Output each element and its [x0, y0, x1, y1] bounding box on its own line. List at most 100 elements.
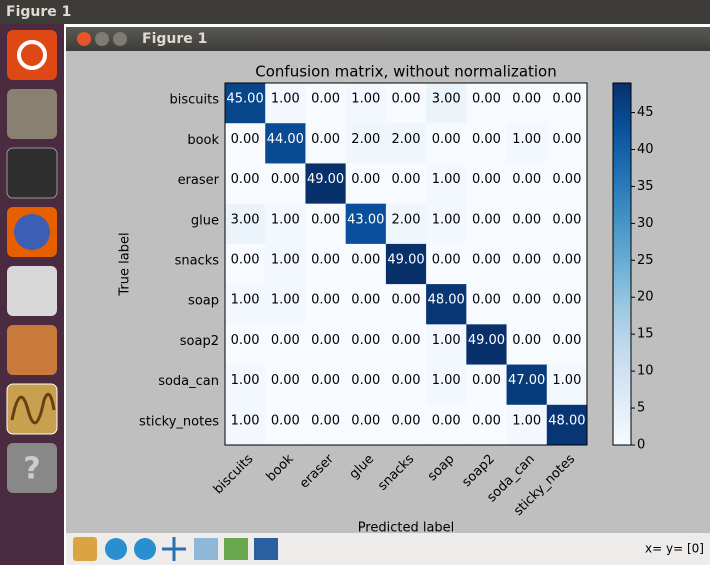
- cell: [506, 364, 548, 406]
- cell-label: 49.00: [468, 333, 505, 348]
- cell: [385, 163, 427, 205]
- cell: [385, 123, 427, 164]
- files-icon[interactable]: [7, 89, 57, 139]
- cell: [426, 83, 467, 124]
- cell-label: 0.00: [231, 333, 260, 348]
- launcher-icons[interactable]: ?: [6, 30, 58, 493]
- cell: [225, 404, 266, 446]
- cell: [546, 123, 588, 164]
- cell-label: 0.00: [351, 293, 380, 308]
- cell-label: 1.00: [271, 92, 300, 107]
- forward-button[interactable]: [134, 538, 156, 560]
- cell: [385, 243, 427, 285]
- cell: [225, 364, 266, 406]
- terminal-icon[interactable]: [6, 147, 58, 199]
- cell: [466, 203, 508, 245]
- cell-label: 44.00: [267, 132, 304, 147]
- cell-label: 0.00: [552, 132, 581, 147]
- cell: [546, 203, 588, 245]
- editor-icon[interactable]: [7, 266, 57, 316]
- cell: [305, 243, 347, 285]
- cell: [305, 123, 347, 164]
- cell-label: 1.00: [271, 212, 300, 227]
- cell-label: 0.00: [472, 252, 501, 267]
- cell-label: 1.00: [432, 212, 461, 227]
- cell-label: 1.00: [432, 333, 461, 348]
- cell: [426, 284, 467, 325]
- cell-label: 0.00: [552, 172, 581, 187]
- subplots-button[interactable]: [224, 538, 248, 560]
- y-tick-label: book: [187, 133, 219, 148]
- cell-label: 0.00: [432, 413, 461, 428]
- close-button[interactable]: [77, 32, 91, 46]
- cell-label: 1.00: [271, 293, 300, 308]
- cell: [546, 404, 588, 446]
- cell: [305, 83, 347, 124]
- cell: [466, 284, 508, 325]
- chart-title: Confusion matrix, without normalization: [255, 63, 557, 81]
- cell-label: 0.00: [512, 172, 541, 187]
- cell: [265, 83, 306, 124]
- zoom-button[interactable]: [194, 538, 218, 560]
- cell-label: 0.00: [472, 212, 501, 227]
- cell-label: 49.00: [307, 172, 344, 187]
- cell-label: 0.00: [472, 132, 501, 147]
- cell-label: 0.00: [311, 373, 340, 388]
- cell-label: 0.00: [231, 172, 260, 187]
- cell: [265, 364, 306, 406]
- cell-label: 43.00: [347, 212, 384, 227]
- cell-label: 0.00: [552, 333, 581, 348]
- cell-label: 0.00: [512, 212, 541, 227]
- home-button[interactable]: [73, 537, 97, 561]
- box-icon[interactable]: [7, 325, 57, 375]
- cell-label: 0.00: [552, 92, 581, 107]
- cell-label: 2.00: [351, 132, 380, 147]
- maximize-button[interactable]: [113, 32, 127, 46]
- cell: [426, 404, 467, 446]
- cell-label: 0.00: [552, 293, 581, 308]
- cell-label: 0.00: [472, 92, 501, 107]
- top-bar-title: Figure 1: [6, 4, 71, 20]
- cell-label: 0.00: [311, 293, 340, 308]
- back-button[interactable]: [105, 538, 127, 560]
- cell-label: 0.00: [392, 373, 421, 388]
- help-icon[interactable]: [7, 443, 57, 493]
- cell: [466, 123, 508, 164]
- pan-button[interactable]: [162, 537, 186, 561]
- cell-label: 0.00: [472, 373, 501, 388]
- cell: [345, 243, 387, 285]
- axes-frame: [224, 82, 588, 446]
- cell-label: 48.00: [548, 413, 585, 428]
- cell: [426, 243, 467, 285]
- cell: [225, 284, 266, 325]
- minimize-button[interactable]: [95, 32, 109, 46]
- cell: [466, 163, 508, 205]
- cell: [506, 404, 548, 446]
- cell: [345, 404, 387, 446]
- cell: [265, 284, 306, 325]
- toolbar-buttons[interactable]: [73, 537, 278, 561]
- ubuntu-logo: [17, 40, 47, 70]
- cell-label: 0.00: [271, 172, 300, 187]
- cell: [506, 324, 548, 366]
- cell-label: 0.00: [231, 252, 260, 267]
- cell-label: 0.00: [392, 333, 421, 348]
- cell: [506, 243, 548, 285]
- cell-label: 0.00: [351, 252, 380, 267]
- cell-label: 1.00: [552, 373, 581, 388]
- cell-label: 0.00: [512, 293, 541, 308]
- cell-label: 48.00: [428, 293, 465, 308]
- ubuntu-icon[interactable]: [7, 30, 57, 80]
- cell-label: 0.00: [271, 413, 300, 428]
- cell: [265, 243, 306, 285]
- colorbar-tick-label: 10: [637, 364, 654, 379]
- cell: [265, 203, 306, 245]
- cell: [426, 203, 467, 245]
- cell: [385, 284, 427, 325]
- cell: [225, 83, 266, 124]
- colorbar-tick-label: 20: [637, 290, 654, 305]
- y-tick-label: soap2: [180, 334, 219, 349]
- help-glyph: ?: [23, 452, 40, 487]
- save-button[interactable]: [254, 538, 278, 560]
- cell-label: 0.00: [512, 252, 541, 267]
